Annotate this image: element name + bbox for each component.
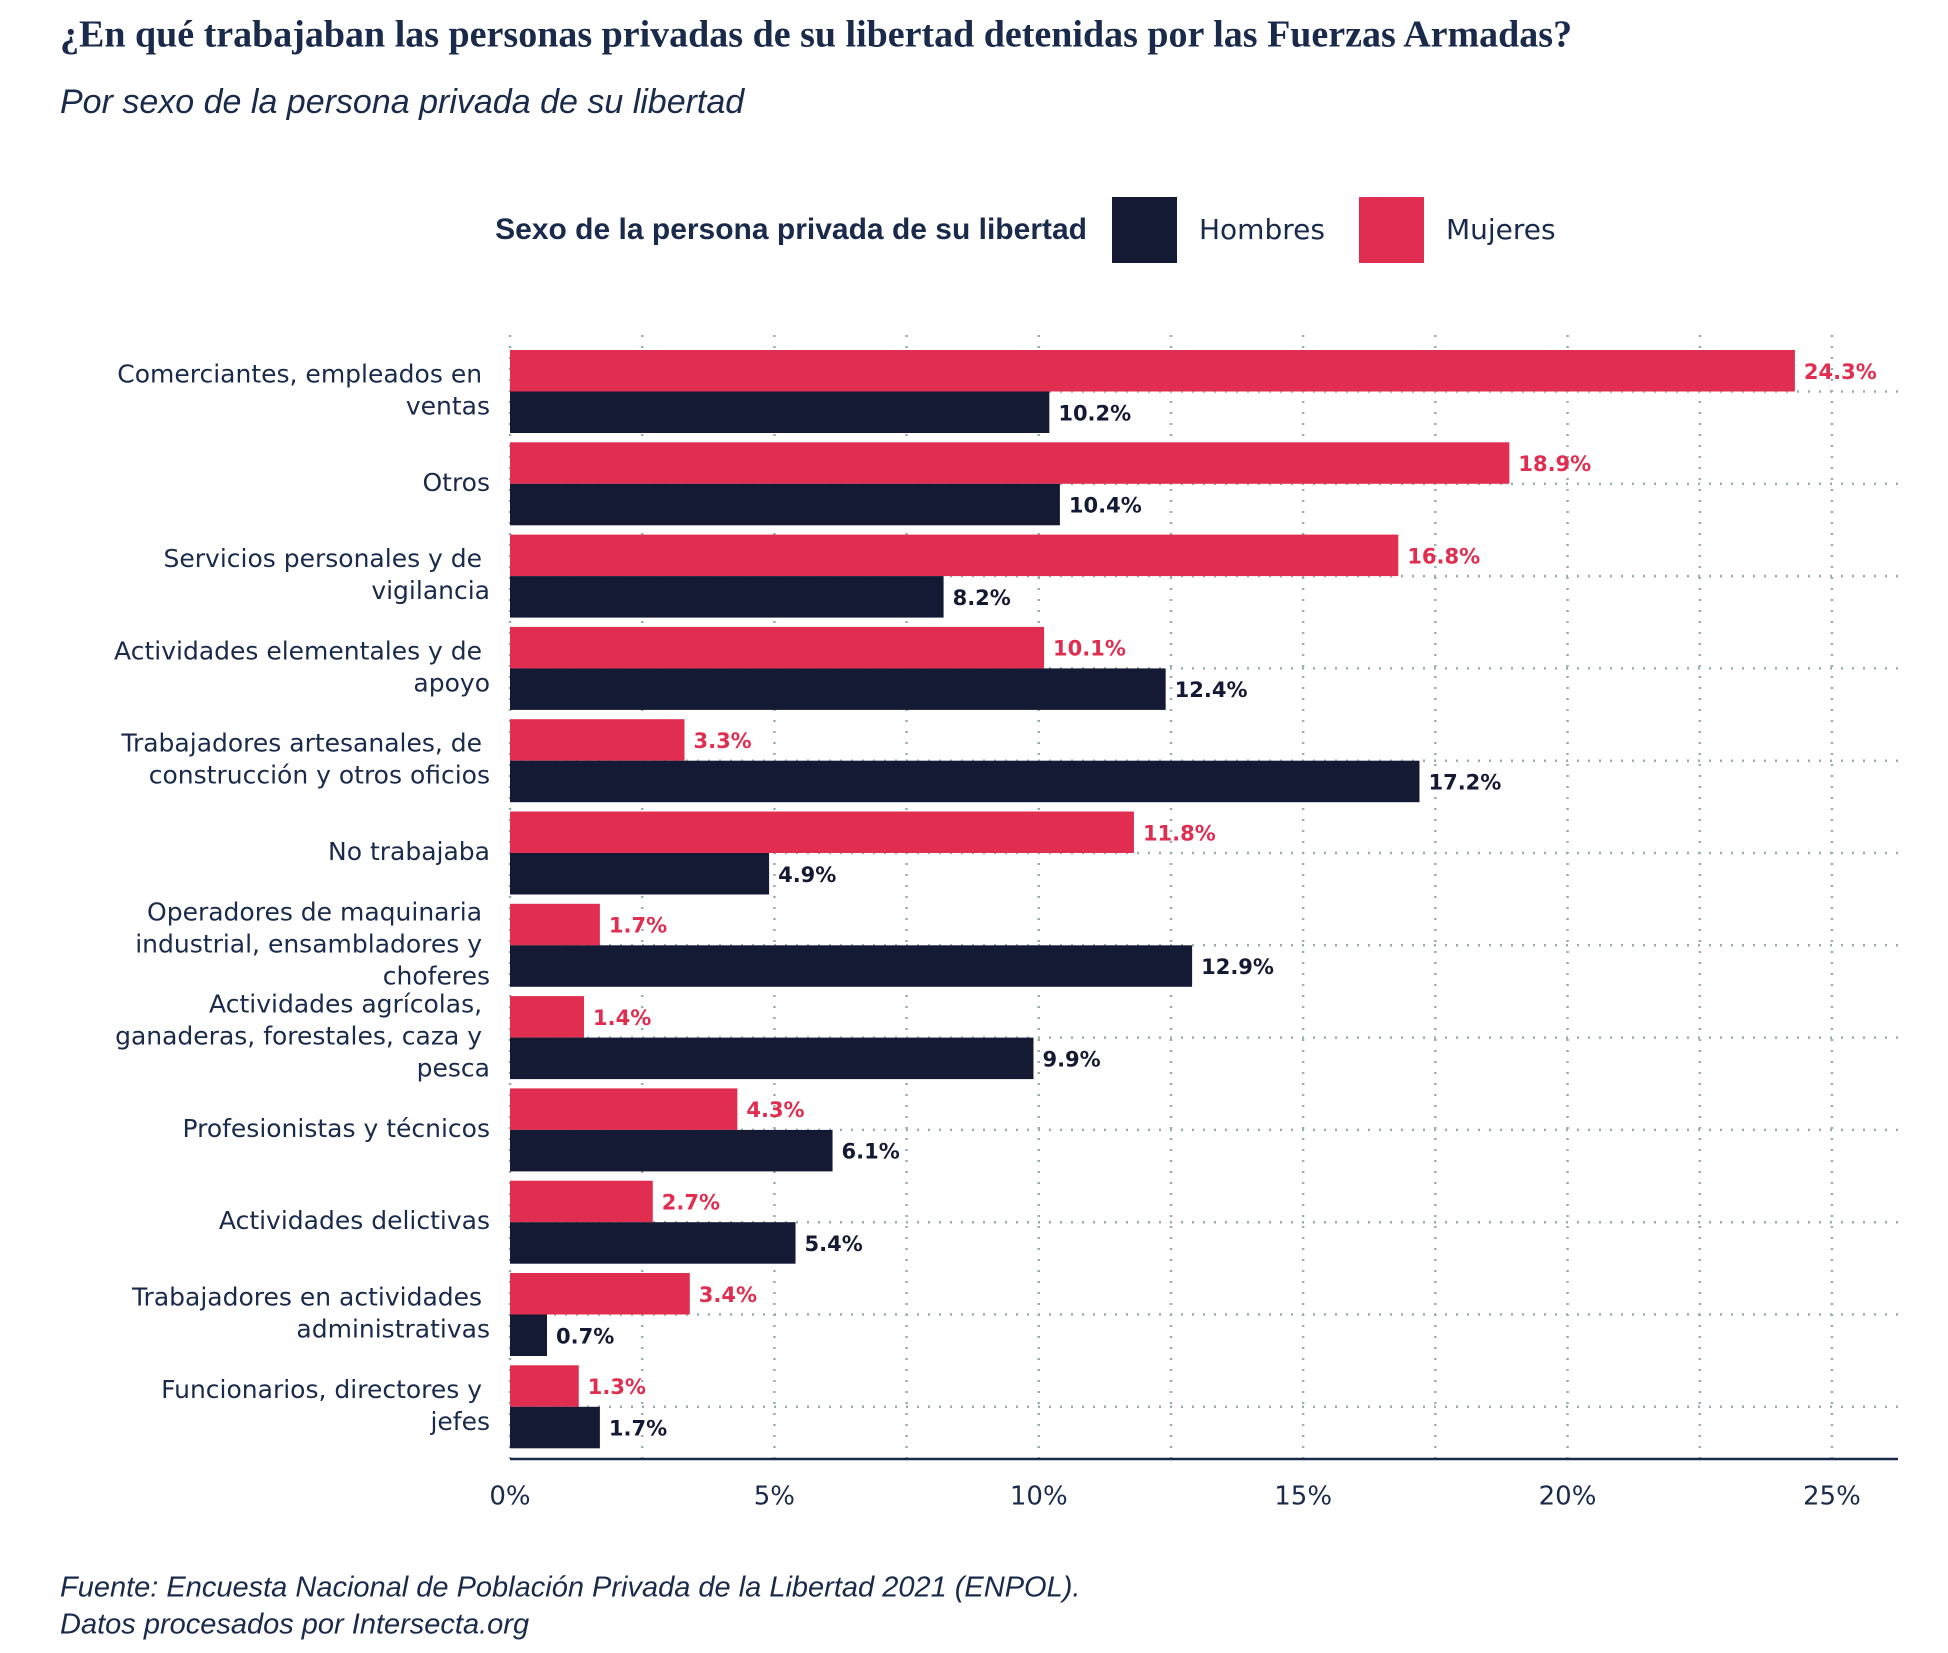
bar [510, 442, 1510, 484]
value-label: 8.2% [953, 586, 1011, 610]
value-label: 12.9% [1201, 955, 1274, 979]
bar [510, 668, 1166, 710]
bar [510, 576, 944, 618]
value-label: 17.2% [1428, 770, 1501, 794]
value-label: 4.3% [746, 1098, 804, 1122]
value-label: 4.9% [778, 863, 836, 887]
y-tick-label: Otros [422, 468, 490, 497]
value-label: 12.4% [1175, 678, 1248, 702]
bar [510, 760, 1420, 803]
x-tick-label: 15% [1274, 1482, 1332, 1512]
bar [510, 1222, 796, 1264]
x-tick-label: 25% [1803, 1482, 1861, 1512]
y-tick-label: No trabajaba [328, 837, 490, 866]
bar [510, 996, 585, 1038]
bar [510, 483, 1060, 526]
value-label: 16.8% [1407, 544, 1480, 568]
y-tick-label: Actividades agrícolas, ganaderas, forest… [115, 990, 490, 1083]
bar [510, 811, 1134, 853]
value-label: 10.4% [1069, 494, 1142, 518]
x-tick-label: 5% [754, 1482, 795, 1512]
y-tick-label: Actividades elementales y de apoyo [114, 636, 490, 697]
value-label: 5.4% [805, 1232, 863, 1256]
bar [510, 1273, 690, 1315]
y-tick-label: Servicios personales y de vigilancia [164, 544, 490, 605]
x-tick-label: 20% [1539, 1482, 1597, 1512]
bar [510, 626, 1045, 669]
bar [510, 1088, 738, 1130]
value-label: 10.1% [1053, 637, 1126, 661]
bar [510, 1365, 579, 1407]
source: Fuente: Encuesta Nacional de Población P… [60, 1572, 1080, 1604]
bar [510, 534, 1399, 577]
value-label: 11.8% [1143, 821, 1216, 845]
value-label: 3.4% [699, 1283, 757, 1307]
bar [510, 719, 685, 761]
y-tick-label: Funcionarios, directores y jefes [161, 1375, 490, 1436]
bar [510, 391, 1050, 433]
value-label: 1.3% [588, 1375, 646, 1399]
bar [510, 945, 1193, 987]
bar [510, 853, 770, 895]
legend-swatch [1359, 197, 1424, 263]
y-tick-label: Trabajadores artesanales, de construcció… [120, 729, 490, 790]
value-label: 1.4% [593, 1006, 651, 1030]
value-label: 9.9% [1042, 1047, 1100, 1071]
value-label: 1.7% [609, 914, 667, 938]
value-label: 2.7% [662, 1190, 720, 1214]
bar [510, 1129, 833, 1172]
bar [510, 1314, 548, 1356]
source: Datos procesados por Intersecta.org [60, 1609, 529, 1641]
value-label: 6.1% [842, 1140, 900, 1164]
legend-label: Hombres [1199, 213, 1325, 246]
legend-label: Mujeres [1446, 213, 1556, 246]
y-tick-label: Comerciantes, empleados en ventas [117, 360, 490, 421]
x-tick-label: 0% [489, 1482, 530, 1512]
value-label: 24.3% [1804, 360, 1877, 384]
y-tick-label: Profesionistas y técnicos [182, 1114, 490, 1143]
value-label: 1.7% [609, 1417, 667, 1441]
y-tick-label: Trabajadores en actividades administrati… [131, 1283, 490, 1344]
bar [510, 1037, 1034, 1080]
y-tick-label: Operadores de maquinaria industrial, ens… [135, 897, 490, 990]
value-label: 18.9% [1518, 452, 1591, 476]
value-label: 3.3% [693, 729, 751, 753]
chart-title: ¿En qué trabajaban las personas privadas… [60, 14, 1572, 56]
bar [510, 903, 600, 946]
y-tick-label: Actividades delictivas [219, 1206, 490, 1235]
legend-swatch [1112, 197, 1177, 263]
x-tick-label: 10% [1010, 1482, 1068, 1512]
legend-title: Sexo de la persona privada de su liberta… [495, 213, 1087, 246]
chart-subtitle: Por sexo de la persona privada de su lib… [60, 83, 745, 121]
bar [510, 350, 1795, 392]
bar [510, 1406, 600, 1449]
value-label: 0.7% [556, 1324, 614, 1348]
value-label: 10.2% [1058, 401, 1131, 425]
bar [510, 1180, 653, 1223]
